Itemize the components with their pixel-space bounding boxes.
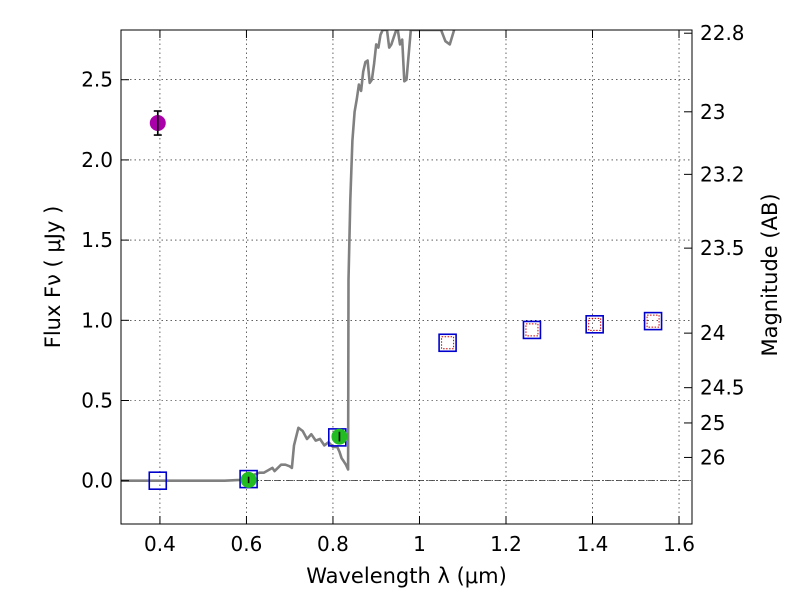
limit-square-marker: [588, 317, 602, 331]
model-square-marker: [522, 320, 542, 340]
x-tick-label: 1.6: [663, 532, 695, 556]
model-square-marker: [585, 315, 604, 334]
template-sed-line: [121, 30, 456, 483]
model-square-marker: [148, 471, 168, 490]
y-tick-label: 2.5: [81, 68, 113, 92]
right-tick-label: 24: [700, 321, 725, 345]
y-tick-label: 1.0: [81, 308, 113, 332]
x-tick-label: 1.2: [490, 532, 522, 556]
limit-square-marker: [525, 323, 539, 337]
right-tick-label: 23.5: [700, 236, 745, 260]
x-axis-label-text: Wavelength λ (μm): [306, 564, 507, 588]
x-tick-label: 0.8: [317, 532, 349, 556]
limit-square-marker: [646, 314, 660, 328]
limit-square-marker: [441, 336, 455, 350]
x-tick-label: 1.4: [577, 532, 609, 556]
ticks-layer: 0.4 0.6 0.8 1 1.2 1.4 1.6 0.0 0.5 1.0 1.5 2.0 2.5 22.…: [81, 21, 744, 556]
model-square-marker: [438, 333, 457, 353]
plot-frame: [120, 29, 693, 525]
right-tick-label: 26: [700, 445, 725, 469]
y-tick-label: 1.5: [81, 228, 113, 252]
x-axis-label: Wavelength λ (μm): [306, 564, 507, 588]
y-tick-label: 2.0: [81, 148, 113, 172]
x-tick-label: 1: [413, 532, 426, 556]
right-tick-label: 23: [700, 100, 725, 124]
right-tick-label: 22.8: [700, 21, 745, 45]
right-axis-label: Magnitude (AB): [758, 193, 782, 356]
x-tick-label: 0.6: [231, 532, 263, 556]
markers-layer: [148, 110, 663, 490]
right-tick-label: 25: [700, 411, 725, 435]
model-square-marker: [643, 311, 663, 331]
right-tick-label: 23.2: [700, 162, 745, 186]
template-sed-layer: [121, 30, 456, 483]
y-axis-label: Flux Fν ( μJy ): [41, 206, 65, 349]
x-tick-label: 0.4: [144, 532, 176, 556]
y-tick-label: 0.0: [81, 469, 113, 493]
right-tick-label: 24.5: [700, 376, 745, 400]
y-tick-label: 0.5: [81, 389, 113, 413]
grid-lines: [121, 30, 692, 524]
